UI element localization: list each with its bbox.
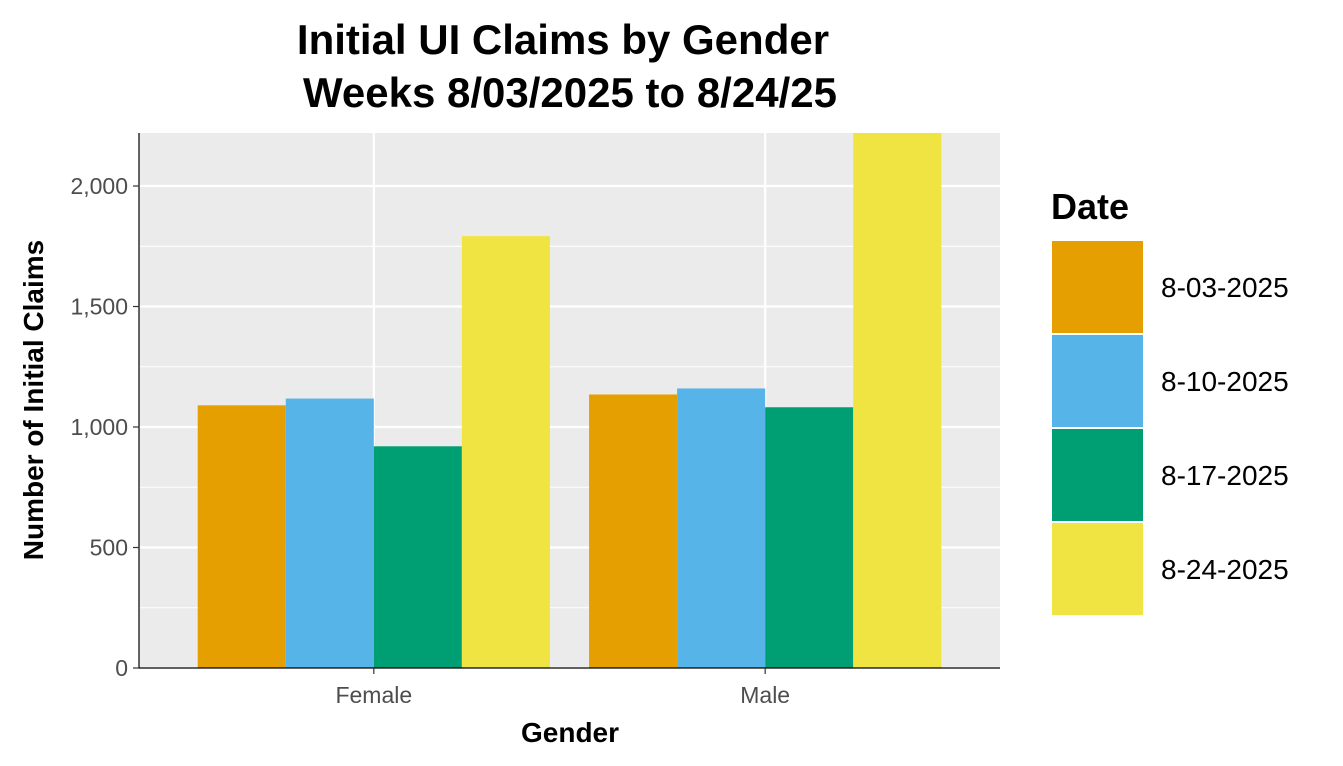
y-tick-label: 0: [115, 655, 128, 681]
y-tick-label: 500: [90, 535, 128, 561]
legend-key-8-10-2025: [1050, 333, 1145, 429]
legend-label-8-17-2025: 8-17-2025: [1161, 460, 1289, 491]
chart-title-line-1: Initial UI Claims by Gender: [297, 16, 829, 63]
legend-title: Date: [1051, 186, 1129, 227]
legend-label-8-24-2025: 8-24-2025: [1161, 554, 1289, 585]
bar-male-8-03-2025: [589, 394, 678, 668]
axes: 0 500 1,000 1,500 2,000 Female Male: [70, 133, 1000, 708]
bar-female-8-10-2025: [285, 398, 374, 668]
x-axis-title: Gender: [521, 717, 619, 748]
y-tick-label: 1,000: [70, 414, 128, 440]
y-tick-label: 1,500: [70, 294, 128, 320]
y-axis-title: Number of Initial Claims: [18, 240, 49, 561]
legend-key-8-24-2025: [1050, 521, 1145, 617]
x-tick-label: Female: [335, 682, 412, 708]
bar-male-8-24-2025: [853, 133, 942, 668]
bar-female-8-24-2025: [461, 236, 550, 668]
legend-label-8-03-2025: 8-03-2025: [1161, 272, 1289, 303]
bar-female-8-03-2025: [197, 405, 286, 668]
bars: [197, 133, 942, 668]
legend: 8-03-2025 8-10-2025 8-17-2025 8-24-2025: [1050, 239, 1289, 617]
y-tick-label: 2,000: [70, 173, 128, 199]
legend-label-8-10-2025: 8-10-2025: [1161, 366, 1289, 397]
chart-title-line-2: Weeks 8/03/2025 to 8/24/25: [303, 69, 837, 116]
bar-male-8-17-2025: [765, 407, 854, 668]
bar-male-8-10-2025: [677, 388, 766, 668]
x-tick-label: Male: [740, 682, 790, 708]
legend-key-8-17-2025: [1050, 427, 1145, 523]
legend-key-8-03-2025: [1050, 239, 1145, 335]
bar-female-8-17-2025: [373, 446, 462, 668]
